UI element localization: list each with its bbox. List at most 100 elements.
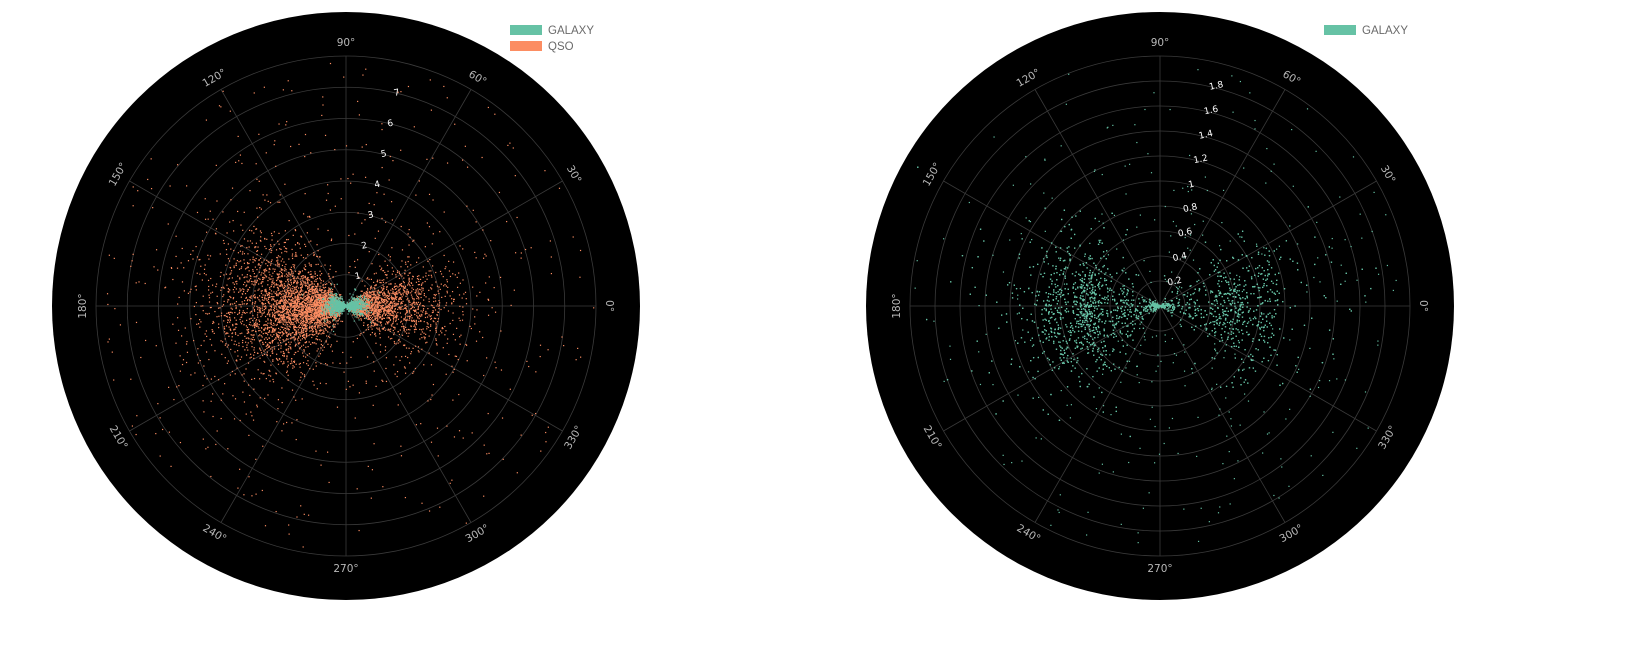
qso-point	[314, 316, 316, 319]
qso-point	[265, 263, 267, 265]
grid-spoke	[345, 89, 472, 307]
qso-point	[445, 304, 447, 306]
qso-point	[285, 321, 287, 323]
qso-point	[281, 300, 284, 302]
qso-point	[379, 313, 381, 316]
qso-point	[438, 292, 440, 295]
qso-point	[376, 281, 379, 283]
qso-point	[246, 276, 248, 278]
qso-point	[316, 294, 318, 296]
qso-point	[285, 332, 287, 334]
qso-point	[144, 282, 146, 285]
qso-point	[300, 310, 302, 312]
qso-point	[332, 276, 334, 278]
qso-point	[371, 328, 373, 330]
qso-point	[246, 346, 248, 349]
qso-point	[300, 332, 302, 335]
qso-point	[268, 337, 271, 339]
qso-point	[210, 292, 212, 294]
qso-point	[262, 194, 264, 196]
qso-point	[250, 334, 252, 336]
qso-point	[295, 314, 297, 316]
qso-point	[317, 297, 320, 299]
qso-point	[388, 312, 390, 315]
qso-point	[458, 317, 460, 319]
qso-point	[312, 288, 315, 291]
qso-point	[287, 338, 289, 340]
qso-point	[254, 297, 256, 299]
qso-point	[309, 314, 311, 316]
qso-point	[257, 369, 259, 371]
qso-point	[424, 336, 426, 339]
qso-point	[378, 303, 380, 305]
qso-point	[369, 309, 371, 311]
qso-point	[334, 323, 336, 326]
qso-point	[232, 323, 234, 326]
qso-point	[236, 283, 238, 285]
qso-point	[409, 304, 411, 306]
qso-point	[288, 298, 290, 300]
qso-point	[305, 341, 308, 343]
qso-point	[282, 363, 284, 365]
qso-point	[398, 298, 400, 300]
qso-point	[291, 294, 293, 296]
qso-point	[382, 284, 384, 286]
qso-point	[410, 264, 412, 266]
qso-point	[367, 326, 369, 328]
qso-point	[336, 340, 338, 342]
qso-point	[435, 324, 437, 326]
qso-point	[382, 317, 384, 319]
qso-point	[264, 302, 267, 305]
qso-point	[238, 291, 240, 293]
qso-point	[371, 297, 373, 299]
qso-point	[247, 298, 249, 301]
qso-point	[203, 268, 206, 270]
qso-point	[204, 198, 206, 200]
qso-point	[261, 314, 263, 316]
qso-point	[315, 308, 317, 310]
qso-point	[264, 332, 266, 334]
qso-point	[452, 319, 454, 322]
qso-point	[407, 335, 409, 337]
qso-point	[161, 428, 164, 431]
qso-point	[249, 321, 251, 323]
qso-point	[419, 278, 422, 280]
qso-point	[258, 320, 261, 323]
qso-point	[287, 374, 289, 376]
qso-point	[363, 297, 365, 300]
qso-point	[316, 244, 318, 246]
qso-point	[243, 238, 246, 240]
qso-point	[319, 320, 321, 322]
qso-point	[300, 323, 302, 325]
qso-point	[258, 335, 260, 337]
qso-point	[309, 322, 311, 324]
qso-point	[366, 310, 368, 312]
qso-point	[268, 374, 270, 376]
qso-point	[399, 298, 401, 300]
qso-point	[432, 309, 434, 312]
qso-point	[399, 306, 401, 308]
qso-point	[272, 298, 275, 301]
qso-point	[320, 319, 322, 321]
qso-point	[235, 359, 237, 362]
qso-point	[370, 310, 373, 312]
qso-point	[320, 310, 322, 312]
qso-point	[297, 320, 299, 322]
qso-point	[294, 270, 297, 272]
qso-point	[400, 293, 402, 295]
qso-point	[393, 286, 395, 288]
qso-point	[386, 321, 388, 323]
qso-point	[264, 315, 267, 318]
qso-point	[383, 317, 385, 319]
qso-point	[430, 287, 432, 289]
qso-point	[310, 270, 312, 273]
qso-point	[422, 276, 424, 278]
qso-point	[399, 283, 401, 286]
qso-point	[394, 326, 396, 329]
qso-point	[271, 339, 274, 342]
qso-point	[394, 294, 397, 296]
qso-point	[209, 255, 212, 257]
qso-point	[390, 282, 392, 285]
qso-point	[279, 332, 281, 334]
qso-point	[236, 367, 238, 369]
